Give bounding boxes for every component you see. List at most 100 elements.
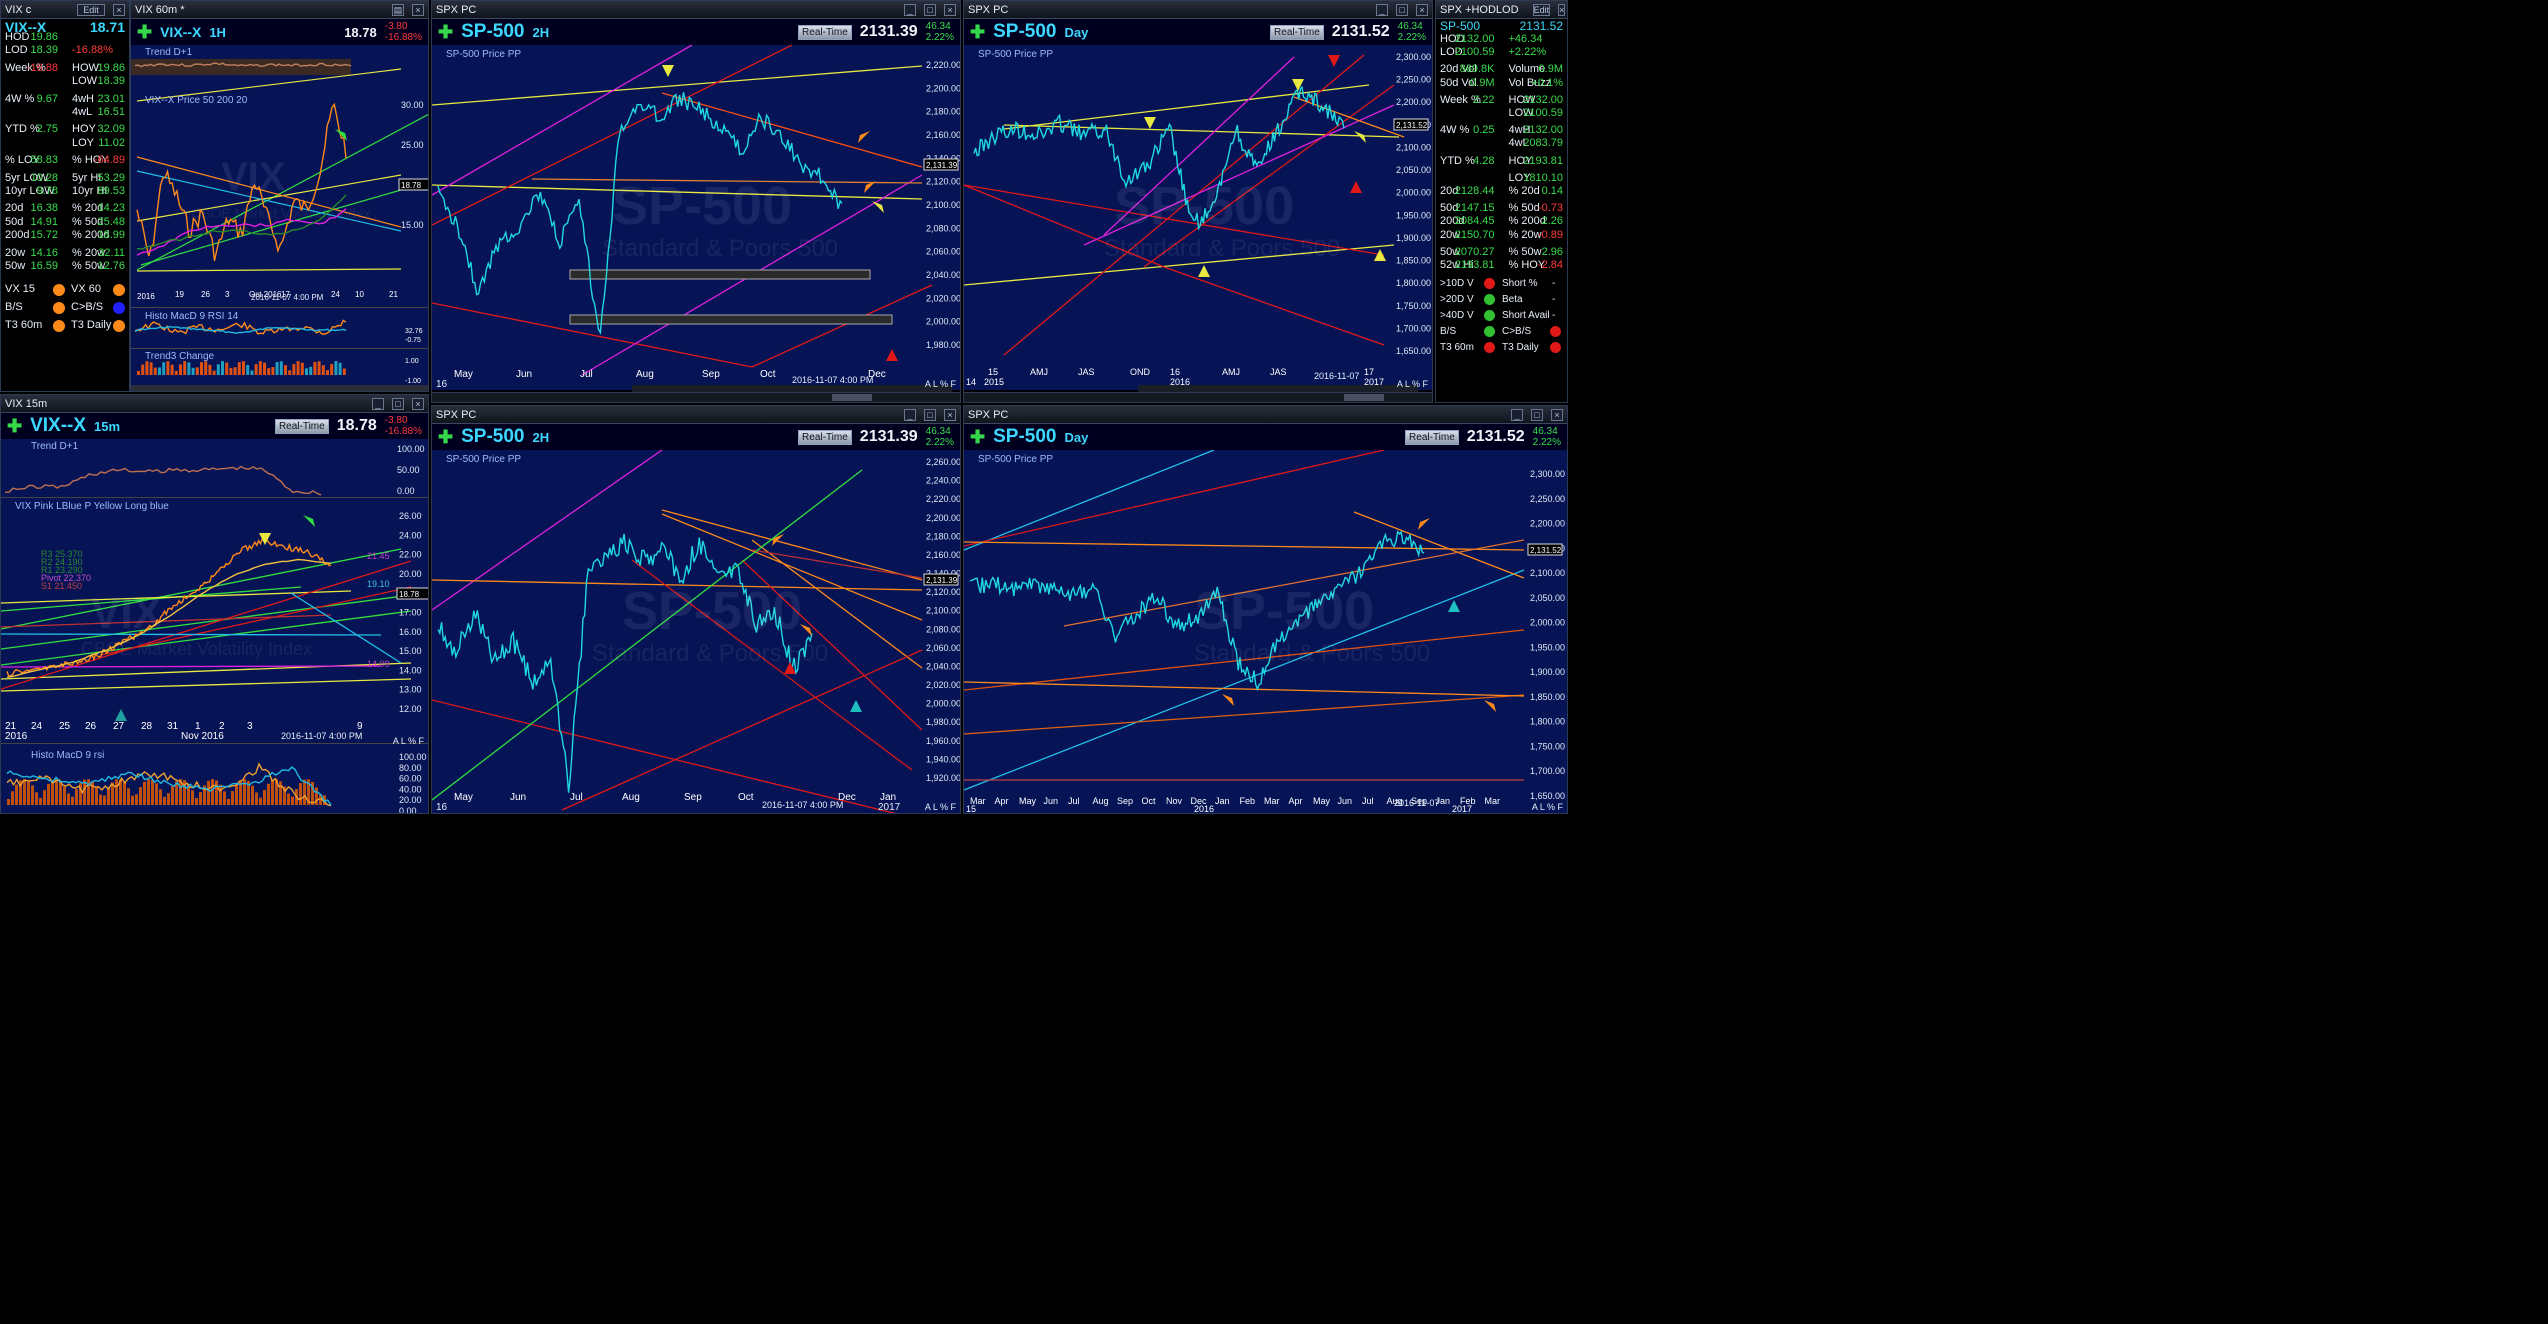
quote-cell: Week % <box>1440 93 1481 106</box>
chart-scrollbar[interactable] <box>432 392 960 402</box>
spx-titlebar[interactable]: SPX PC _ □ × <box>964 1 1432 19</box>
add-icon[interactable]: ✚ <box>438 427 454 447</box>
maximize-icon[interactable]: □ <box>392 397 404 410</box>
maximize-icon[interactable]: □ <box>1396 3 1408 16</box>
flag-label: VX 15 <box>5 283 35 296</box>
x-axis-label: 15 <box>988 367 998 377</box>
add-icon[interactable]: ✚ <box>970 427 986 447</box>
interval-label[interactable]: Day <box>1064 429 1089 445</box>
vix15-titlebar[interactable]: VIX 15m _ □ × <box>1 395 428 413</box>
minimize-icon[interactable]: _ <box>904 3 916 16</box>
close-icon[interactable]: × <box>412 397 424 410</box>
histogram-bar <box>59 781 62 805</box>
y-axis-label: 2,050.00 <box>1396 165 1431 175</box>
realtime-button[interactable]: Real-Time <box>1405 429 1459 445</box>
axis-mode-buttons[interactable]: A L % F <box>392 736 424 746</box>
minimize-icon[interactable]: _ <box>372 397 384 410</box>
flag-label: C>B/S <box>1502 326 1532 338</box>
minimize-icon[interactable]: _ <box>1376 3 1388 16</box>
symbol-label[interactable]: VIX--X <box>30 415 87 436</box>
edit-button[interactable]: Edit <box>1532 3 1551 16</box>
add-icon[interactable]: ✚ <box>438 22 454 42</box>
settings-icon[interactable]: ▤ <box>392 3 404 16</box>
symbol-label[interactable]: VIX--X <box>160 24 202 40</box>
symbol-label[interactable]: SP-500 <box>461 426 525 447</box>
histogram-bar <box>279 361 283 375</box>
pane-divider <box>131 348 428 349</box>
maximize-icon[interactable]: □ <box>924 3 936 16</box>
close-icon[interactable]: × <box>412 3 424 16</box>
axis-mode-buttons[interactable]: A L % F <box>1531 802 1563 812</box>
axis-mode-buttons[interactable]: A L % F <box>924 802 956 812</box>
year-label: 16 <box>436 379 448 390</box>
y-axis-label: 1,960.00 <box>926 736 961 746</box>
last-price: 2131.39 <box>859 23 918 40</box>
close-icon[interactable]: × <box>1551 408 1563 421</box>
annotation-arrow-icon <box>1292 79 1304 91</box>
chart-scrollbar[interactable] <box>964 392 1432 402</box>
spx-a-chart-area[interactable]: 2,220.00 2,200.00 2,180.00 2,160.00 2,140.00… <box>432 45 961 392</box>
symbol-label[interactable]: SP-500 <box>993 426 1057 447</box>
axis-mode-buttons[interactable]: A L % F <box>1396 379 1428 389</box>
interval-label[interactable]: 2H <box>532 24 550 40</box>
y-axis-label: 2,080.00 <box>926 223 961 233</box>
close-icon[interactable]: × <box>1416 3 1428 16</box>
annotation-arrow-icon <box>1484 700 1496 712</box>
symbol-label[interactable]: SP-500 <box>993 21 1057 42</box>
close-icon[interactable]: × <box>113 3 125 16</box>
edit-button[interactable]: Edit <box>77 3 105 16</box>
spx-c-chart-area[interactable]: 2,260.00 2,240.00 2,220.00 2,200.00 2,180.00… <box>432 450 960 813</box>
quote-cell: 2.75 <box>36 123 58 136</box>
axis-mode-buttons[interactable]: A L % F <box>924 379 956 389</box>
maximize-icon[interactable]: □ <box>924 408 936 421</box>
quote-cell: 19.86 <box>30 31 58 43</box>
minimize-icon[interactable]: _ <box>904 408 916 421</box>
histogram-bar <box>334 361 338 375</box>
histogram-bar <box>242 361 245 375</box>
spx-titlebar[interactable]: SPX PC _ □ × <box>432 406 960 424</box>
interval-label[interactable]: Day <box>1064 24 1089 40</box>
spx-titlebar[interactable]: SPX PC _ □ × <box>432 1 960 19</box>
add-icon[interactable]: ✚ <box>970 22 986 42</box>
symbol-label[interactable]: SP-500 <box>461 21 525 42</box>
chart-header: ✚ SP-500 Day Real-Time 2131.52 46.34 2.22… <box>964 424 1567 450</box>
spx-titlebar[interactable]: SPX PC _ □ × <box>964 406 1567 424</box>
realtime-button[interactable]: Real-Time <box>274 418 329 434</box>
vix60-titlebar[interactable]: VIX 60m * ▤ × <box>131 1 428 19</box>
spx-b-chart-area[interactable]: 2,300.002,250.002,200.002,150.002,100.00… <box>964 45 1432 392</box>
close-icon[interactable]: × <box>1558 3 1566 16</box>
chart-header: ✚ VIX--X 1H 18.78 -3.80 -16.88% <box>131 19 428 45</box>
realtime-button[interactable]: Real-Time <box>1270 24 1324 40</box>
maximize-icon[interactable]: □ <box>1531 408 1543 421</box>
period-buttons-bar <box>632 385 952 392</box>
quote-cell: 18.39 <box>30 44 58 57</box>
realtime-button[interactable]: Real-Time <box>798 429 852 445</box>
annotation-arrow-icon <box>662 65 674 77</box>
trendline <box>136 156 402 228</box>
spx-price-series <box>437 92 843 336</box>
vix-quote-titlebar[interactable]: VIX c Edit × <box>1 1 129 19</box>
minimize-icon[interactable]: _ <box>1511 408 1523 421</box>
watermark-symbol: SP-500 <box>622 581 803 641</box>
add-icon[interactable]: ✚ <box>7 416 23 436</box>
interval-label[interactable]: 1H <box>209 24 226 40</box>
interval-label[interactable]: 15m <box>94 418 121 434</box>
spx-d-chart-area[interactable]: 2,300.002,250.002,200.002,150.002,100.00… <box>964 450 1567 813</box>
flag-label: Beta <box>1502 294 1523 306</box>
histogram-bar <box>119 779 122 805</box>
last-price-tag <box>396 587 428 600</box>
close-icon[interactable]: × <box>944 408 956 421</box>
quote-row: 20d 2128.44 % 20d 0.14 <box>1436 185 1567 199</box>
interval-label[interactable]: 2H <box>532 429 550 445</box>
x-axis-label: Sep <box>684 792 702 803</box>
vix15-chart-area[interactable]: 100.00 50.00 0.00 R3 25.370 R2 24.190 R1 23.2… <box>1 439 428 813</box>
watermark-name: Standard & Poors 500 <box>1194 640 1431 667</box>
close-icon[interactable]: × <box>944 3 956 16</box>
trendline <box>964 629 1525 691</box>
spx-quote-titlebar[interactable]: SPX +HODLOD Edit × <box>1436 1 1567 19</box>
realtime-button[interactable]: Real-Time <box>798 24 852 40</box>
histogram-bar <box>251 785 254 805</box>
quote-row: 4W % 9.67 4wH 23.01 <box>1 93 129 107</box>
add-icon[interactable]: ✚ <box>137 22 153 42</box>
